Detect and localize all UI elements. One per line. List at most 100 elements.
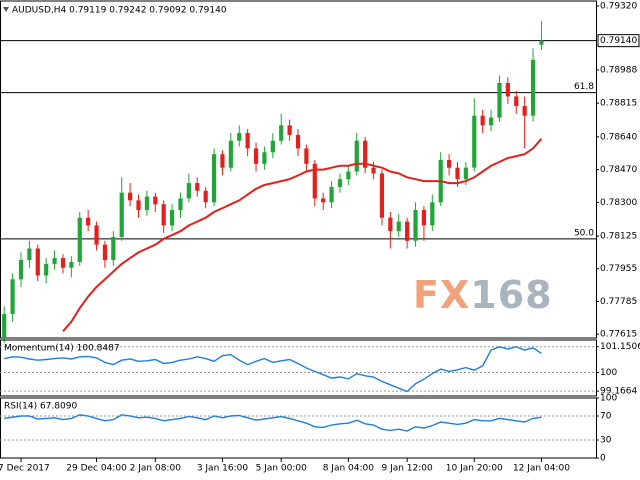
- header-icon: [3, 7, 9, 12]
- watermark-168: 168: [470, 273, 552, 317]
- candle-body: [329, 186, 334, 203]
- candle-body: [2, 313, 7, 338]
- x-tick-label: 10 Jan 20:00: [446, 464, 503, 474]
- y-tick-label: 99.1664: [600, 387, 637, 397]
- y-tick-label: 0.77955: [600, 264, 637, 274]
- candle-body: [287, 125, 292, 135]
- candle-body: [195, 183, 200, 191]
- candle-body: [262, 152, 267, 164]
- candle-body: [304, 148, 309, 164]
- candle-body: [530, 59, 536, 116]
- last-price-label: 0.79140: [600, 36, 637, 46]
- candle-body: [447, 159, 452, 168]
- candle-body: [86, 217, 91, 226]
- candle-body: [396, 221, 401, 232]
- y-tick-label: 0.77785: [600, 297, 637, 307]
- candle-body: [371, 167, 376, 174]
- candle-body: [27, 248, 32, 261]
- candle-body: [321, 198, 326, 203]
- candle-body: [69, 261, 74, 268]
- y-tick-label: 100: [600, 394, 617, 404]
- candle-body: [279, 125, 284, 141]
- candle-body: [497, 82, 502, 118]
- candle-body: [169, 210, 175, 226]
- candle-body: [136, 200, 141, 211]
- candle-body: [455, 167, 460, 180]
- candle-body: [312, 163, 317, 199]
- candle-body: [203, 190, 208, 203]
- candle-body: [211, 154, 217, 203]
- candle-body: [18, 260, 24, 280]
- y-tick-label: 0.78300: [600, 198, 637, 208]
- watermark: FX168: [413, 273, 553, 317]
- candle-body: [363, 140, 368, 168]
- x-tick-label: 3 Jan 16:00: [197, 464, 249, 474]
- candle-body: [228, 140, 233, 168]
- candle-body: [253, 148, 259, 164]
- y-tick-label: 0.78988: [600, 65, 637, 75]
- candle-body: [337, 179, 343, 187]
- panel-frame: [0, 397, 597, 459]
- candle-body: [270, 140, 275, 153]
- last-price-box: [597, 34, 640, 48]
- moving-average: [62, 138, 543, 332]
- candle-body: [421, 210, 427, 226]
- candle-body: [346, 171, 351, 180]
- candle-body: [102, 244, 108, 261]
- x-tick-label: 12 Jan 04:00: [513, 464, 570, 474]
- candle-body: [119, 192, 124, 237]
- y-tick-label: 0.78815: [600, 99, 637, 109]
- candle-body: [472, 115, 477, 168]
- candle-body: [161, 204, 166, 226]
- y-tick-label: 0.77615: [600, 330, 637, 340]
- indicator-title: RSI(14) 67.8090: [4, 402, 77, 412]
- candle-body: [220, 154, 225, 168]
- candle-body: [52, 258, 57, 264]
- candle-body: [354, 140, 359, 172]
- candle-body: [245, 133, 250, 149]
- candle-body: [178, 198, 183, 211]
- y-tick-label: 0.78640: [600, 132, 637, 142]
- x-tick-label: 27 Dec 2017: [0, 464, 50, 474]
- candle-body: [144, 196, 149, 211]
- indicator-line: [4, 414, 542, 432]
- candle-body: [405, 221, 410, 241]
- x-tick-label: 2 Jan 08:00: [130, 464, 182, 474]
- y-tick-label: 70: [600, 412, 612, 422]
- x-tick-label: 29 Dec 04:00: [66, 464, 127, 474]
- candle-body: [379, 173, 385, 218]
- indicator-line: [4, 345, 542, 393]
- candle-body: [388, 217, 393, 232]
- candle-body: [186, 183, 191, 199]
- candle-body: [488, 117, 494, 126]
- candle-body: [153, 196, 158, 205]
- indicator-title: Momentum(14) 100.8487: [4, 344, 120, 354]
- candle-body: [522, 106, 527, 116]
- candle-body: [44, 263, 49, 276]
- candle-body: [35, 248, 40, 276]
- y-tick-label: 0.78470: [600, 165, 637, 175]
- candle-body: [514, 96, 519, 107]
- candle-body: [237, 133, 242, 141]
- candle-body: [413, 210, 418, 241]
- panel-frame: [0, 339, 597, 397]
- candle-body: [77, 217, 82, 262]
- y-tick-label: 0.79320: [600, 2, 637, 12]
- candle-body: [295, 134, 301, 149]
- chart-title: AUDUSD,H4 0.79119 0.79242 0.79092 0.7914…: [12, 6, 227, 16]
- fib-label: 61.8: [574, 82, 594, 92]
- candle-body: [480, 115, 485, 126]
- y-tick-label: 0.78125: [600, 231, 637, 241]
- candle-body: [60, 258, 66, 268]
- candle-body: [128, 192, 133, 201]
- x-tick-label: 9 Jan 12:00: [381, 464, 433, 474]
- y-tick-label: 30: [600, 436, 612, 446]
- candle-body: [94, 225, 99, 245]
- y-tick-label: 0: [600, 454, 606, 464]
- candle-body: [111, 236, 116, 261]
- candle-body: [505, 82, 510, 97]
- fib-label: 50.0: [574, 228, 594, 238]
- candle-body: [10, 279, 15, 314]
- candle-body: [430, 202, 435, 226]
